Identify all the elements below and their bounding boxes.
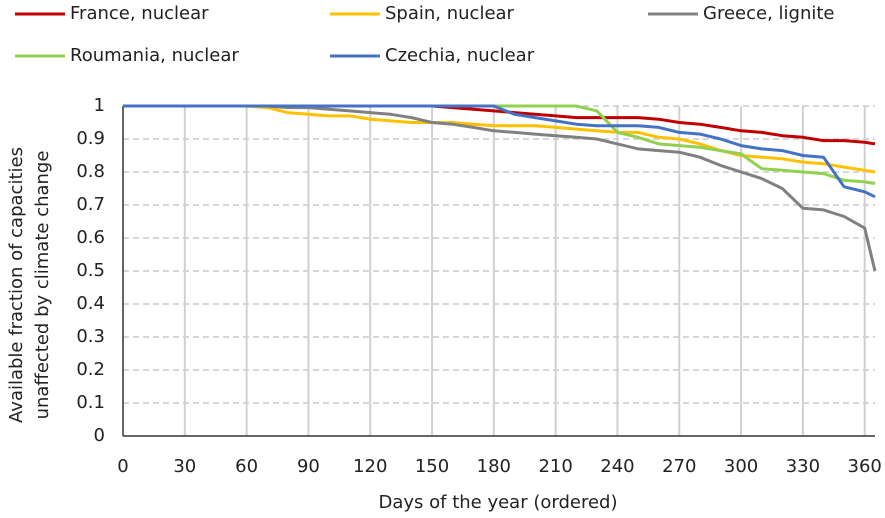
x-axis-label: Days of the year (ordered)	[378, 492, 617, 513]
legend-label: Roumania, nuclear	[70, 45, 239, 66]
data-line	[123, 104, 876, 199]
x-tick-label: 60	[235, 456, 258, 477]
x-tick-label: 180	[477, 456, 511, 477]
y-tick-label: 0.5	[76, 260, 105, 281]
y-tick-label: 0.8	[76, 161, 105, 182]
y-axis-label: Available fraction of capacities unaffec…	[6, 147, 53, 423]
y-axis-label-line: unaffected by climate change	[32, 151, 53, 420]
y-tick-label: 0.7	[76, 194, 105, 215]
x-tick-label: 360	[848, 456, 882, 477]
x-tick-label: 240	[600, 456, 634, 477]
x-tick-label: 300	[724, 456, 758, 477]
x-tick-label: 330	[786, 456, 820, 477]
data-line	[123, 104, 877, 272]
legend-label: France, nuclear	[70, 3, 209, 24]
x-tick-label: 270	[662, 456, 696, 477]
legend-label: Greece, lignite	[703, 3, 834, 24]
y-tick-label: 0.9	[76, 128, 105, 149]
legend-label: Czechia, nuclear	[385, 45, 535, 66]
x-tick-label: 90	[297, 456, 320, 477]
legend-label: Spain, nuclear	[385, 3, 515, 24]
x-tick-label: 150	[415, 456, 449, 477]
y-tick-label: 1	[94, 95, 105, 116]
y-tick-label: 0	[94, 425, 105, 446]
y-tick-label: 0.3	[76, 326, 105, 347]
y-tick-label: 0.4	[76, 293, 105, 314]
y-tick-label: 0.1	[76, 392, 105, 413]
x-tick-label: 210	[538, 456, 572, 477]
x-tick-label: 120	[353, 456, 387, 477]
y-tick-label: 0.6	[76, 227, 105, 248]
y-axis-label-line: Available fraction of capacities	[6, 147, 27, 423]
x-tick-label: 30	[173, 456, 196, 477]
y-tick-label: 0.2	[76, 359, 105, 380]
x-tick-label: 0	[117, 456, 128, 477]
